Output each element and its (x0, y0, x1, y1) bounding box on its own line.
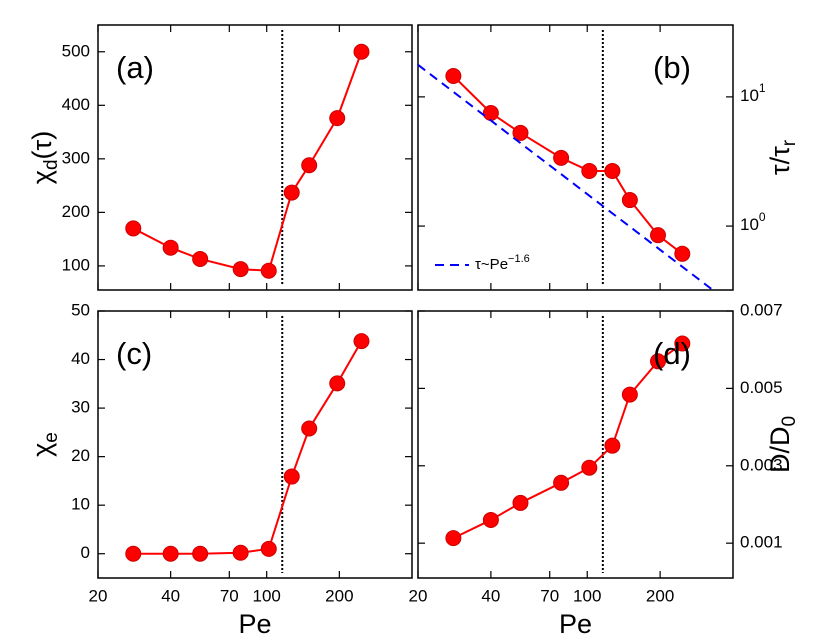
plot-frame (97, 310, 413, 579)
data-point (674, 245, 691, 262)
data-line (132, 51, 363, 272)
data-point (581, 162, 598, 179)
y-axis-label-part: d (41, 159, 62, 170)
x-axis-label: Pe (559, 609, 592, 639)
x-tick-label: 70 (540, 586, 559, 605)
data-line (452, 75, 683, 255)
data-point (162, 239, 179, 256)
y-tick-label: 0.003 (740, 455, 783, 474)
x-tick-label: 20 (89, 586, 108, 605)
y-axis-label-part: e (41, 432, 62, 443)
data-point (553, 149, 570, 166)
data-point (283, 468, 300, 485)
y-axis-label-part: χ (27, 443, 57, 457)
data-point (125, 545, 142, 562)
data-point (329, 110, 346, 127)
data-point (649, 227, 666, 244)
data-point (353, 333, 370, 350)
y-tick-label: 101 (740, 81, 766, 105)
data-point (301, 420, 318, 437)
data-point (260, 540, 277, 557)
data-point (512, 494, 529, 511)
y-tick-label: 0.005 (740, 378, 783, 397)
y-tick-sup: 0 (759, 210, 766, 224)
data-point (301, 157, 318, 174)
data-line (133, 340, 363, 555)
y-axis-label-part: D/D (765, 427, 795, 474)
y-tick-label: 40 (71, 349, 90, 368)
data-line (452, 342, 683, 540)
y-tick-label: 0 (81, 543, 90, 562)
panel-label: (a) (116, 50, 154, 85)
x-tick-label: 40 (481, 586, 500, 605)
x-tick-label: 40 (161, 586, 180, 605)
data-point (512, 124, 529, 141)
y-axis-label-part: (τ) (27, 131, 57, 160)
x-tick-label: 70 (220, 586, 239, 605)
legend-label: τ~Pe−1.6 (475, 253, 530, 273)
y-axis-label: τ/τr (765, 139, 800, 175)
x-tick-label: 100 (573, 586, 601, 605)
data-point (353, 43, 370, 60)
y-tick-label: 50 (71, 300, 90, 319)
data-point (232, 261, 249, 278)
data-point (621, 192, 638, 209)
data-point (445, 68, 462, 85)
y-axis-label: D/D0 (765, 416, 800, 473)
data-point (674, 335, 691, 352)
y-tick-label: 200 (62, 202, 90, 221)
data-point (553, 474, 570, 491)
y-axis-label-part: τ/τ (765, 146, 795, 175)
data-point (445, 530, 462, 547)
y-axis-label: χe (27, 432, 62, 457)
y-tick-label: 0.007 (740, 300, 783, 319)
y-axis-label: χd(τ) (27, 131, 62, 184)
y-axis-label-part: 0 (779, 416, 800, 427)
y-tick-label: 30 (71, 398, 90, 417)
y-axis-label-part: χ (27, 170, 57, 184)
data-point (260, 262, 277, 279)
data-point (649, 353, 666, 370)
fit-line (417, 64, 714, 291)
y-tick-label: 100 (62, 255, 90, 274)
x-tick-label: 100 (253, 586, 281, 605)
plot-frame (417, 310, 734, 579)
x-axis-label: Pe (238, 609, 271, 639)
data-point (162, 545, 179, 562)
y-tick-base: 10 (740, 216, 759, 235)
panel-label: (c) (116, 336, 152, 371)
data-point (125, 220, 142, 237)
data-point (581, 459, 598, 476)
y-tick-label: 0.001 (740, 533, 783, 552)
y-tick-base: 10 (740, 86, 759, 105)
data-point (329, 375, 346, 392)
y-tick-label: 500 (62, 41, 90, 60)
legend-text: τ~Pe (475, 256, 508, 273)
y-tick-sup: 1 (759, 81, 766, 95)
panel-label: (d) (653, 336, 691, 371)
data-point (604, 437, 621, 454)
legend-sup: −1.6 (508, 253, 530, 265)
y-tick-label: 20 (71, 446, 90, 465)
y-tick-label: 300 (62, 148, 90, 167)
y-tick-label: 100 (740, 210, 766, 234)
data-point (621, 386, 638, 403)
data-point (192, 250, 209, 267)
y-tick-label: 10 (71, 495, 90, 514)
x-tick-label: 20 (409, 586, 428, 605)
data-point (604, 162, 621, 179)
x-tick-label: 200 (646, 586, 674, 605)
plot-frame (97, 24, 413, 291)
y-axis-label-part: r (779, 139, 800, 146)
x-tick-label: 200 (325, 586, 353, 605)
data-point (232, 544, 249, 561)
data-point (192, 545, 209, 562)
data-point (482, 511, 499, 528)
data-point (283, 184, 300, 201)
y-tick-label: 400 (62, 95, 90, 114)
data-point (482, 105, 499, 122)
panel-label: (b) (653, 50, 691, 85)
plot-frame (417, 24, 734, 291)
